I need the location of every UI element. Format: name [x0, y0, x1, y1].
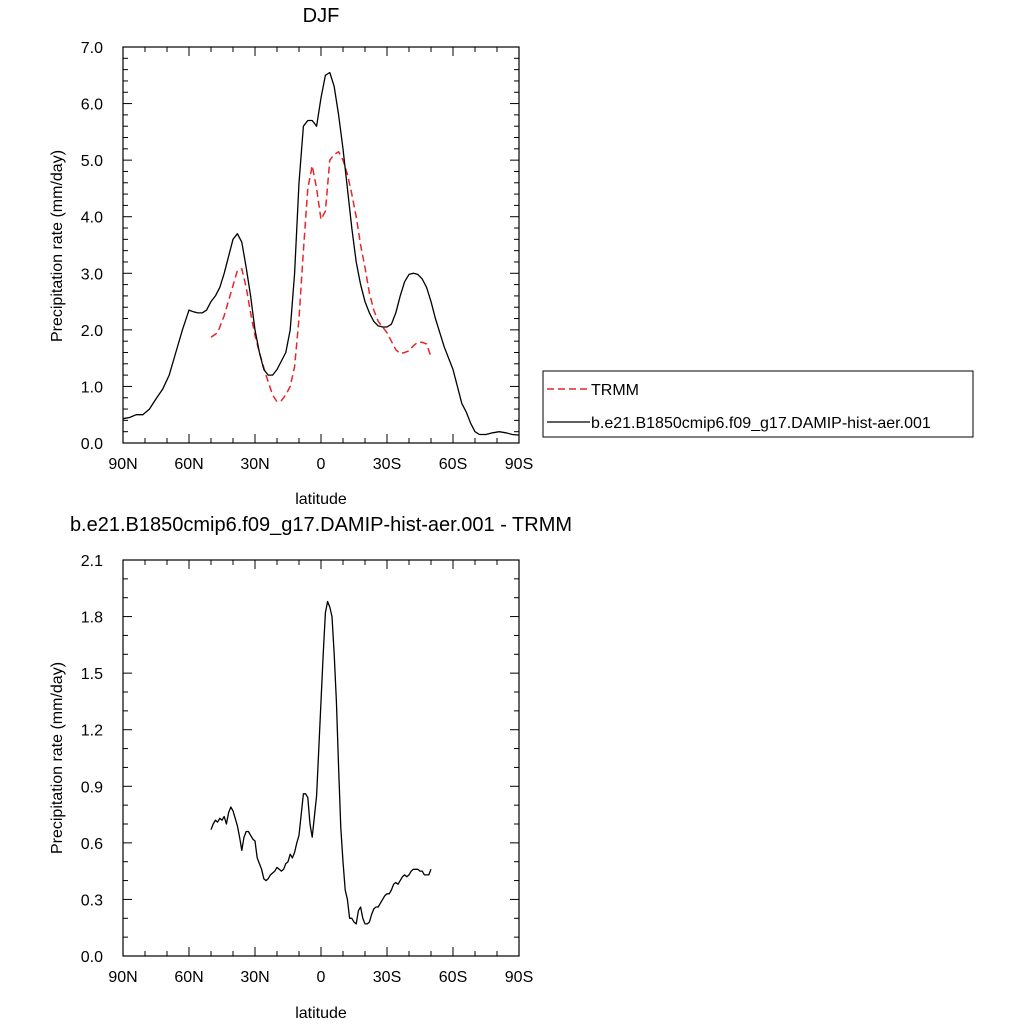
series-line-difference-0: [210, 600, 432, 925]
difference-panel: b.e21.B1850cmip6.f09_g17.DAMIP-hist-aer.…: [49, 514, 572, 1022]
plot-frame: [122, 46, 520, 444]
y-tick-label: 1.2: [81, 723, 103, 740]
x-tick-label: 30N: [240, 456, 269, 473]
x-tick-label: 60S: [439, 456, 467, 473]
y-tick-label: 4.0: [81, 210, 103, 227]
y-tick-label: 1.0: [81, 379, 103, 396]
y-axis-label: Precipitation rate (mm/day): [49, 150, 66, 342]
y-tick-label: 2.1: [81, 553, 103, 570]
y-tick-label: 0.3: [81, 892, 103, 909]
legend-label-trmm: TRMM: [591, 382, 639, 399]
x-tick-label: 90N: [108, 456, 137, 473]
legend-box: [542, 370, 974, 438]
x-tick-label: 90S: [505, 969, 533, 986]
y-tick-label: 3.0: [81, 266, 103, 283]
series-line-b-e21-b1850cmip6-f09-g17-damip-hist-aer-001: [122, 71, 520, 436]
x-tick-label: 30N: [240, 969, 269, 986]
x-tick-label: 0: [317, 456, 326, 473]
series-layer: [210, 600, 432, 925]
x-tick-label: 90S: [505, 456, 533, 473]
y-tick-label: 0.0: [81, 949, 103, 966]
y-tick-label: 2.0: [81, 323, 103, 340]
series-line-trmm: [210, 150, 432, 403]
x-tick-label: 30S: [373, 456, 401, 473]
y-tick-label: 0.0: [81, 436, 103, 453]
x-tick-label: 60N: [174, 969, 203, 986]
series-layer: [122, 71, 520, 436]
y-tick-label: 0.9: [81, 779, 103, 796]
y-tick-label: 6.0: [81, 97, 103, 114]
y-tick-label: 1.8: [81, 610, 103, 627]
chart-title: b.e21.B1850cmip6.f09_g17.DAMIP-hist-aer.…: [70, 514, 572, 536]
legend-label-model: b.e21.B1850cmip6.f09_g17.DAMIP-hist-aer.…: [591, 415, 931, 432]
x-tick-label: 60S: [439, 969, 467, 986]
y-axis-label: Precipitation rate (mm/day): [49, 662, 66, 854]
axis-ticks: 90N 60N 30N 0 30S 60S 90S 0.0 0.3 0.6 0.9 1.2 1.5 1.8…: [81, 553, 533, 986]
x-tick-label: 60N: [174, 456, 203, 473]
y-tick-label: 1.5: [81, 666, 103, 683]
chart-title: DJF: [303, 5, 340, 27]
x-axis-label: latitude: [295, 491, 347, 508]
x-axis-label: latitude: [295, 1005, 347, 1022]
x-tick-label: 30S: [373, 969, 401, 986]
axis-ticks: 90N 60N 30N 0 30S 60S 90S 0.0 1.0 2.0 3.0 4.0 5.0 6.0…: [81, 40, 533, 473]
y-tick-label: 0.6: [81, 836, 103, 853]
legend: TRMM b.e21.B1850cmip6.f09_g17.DAMIP-hist…: [542, 370, 974, 438]
djf-panel: DJF Precipitation rate (mm/day) latitude…: [49, 5, 533, 508]
x-tick-label: 0: [317, 969, 326, 986]
y-tick-label: 7.0: [81, 40, 103, 57]
plot-frame: [122, 559, 520, 957]
y-tick-label: 5.0: [81, 153, 103, 170]
x-tick-label: 90N: [108, 969, 137, 986]
